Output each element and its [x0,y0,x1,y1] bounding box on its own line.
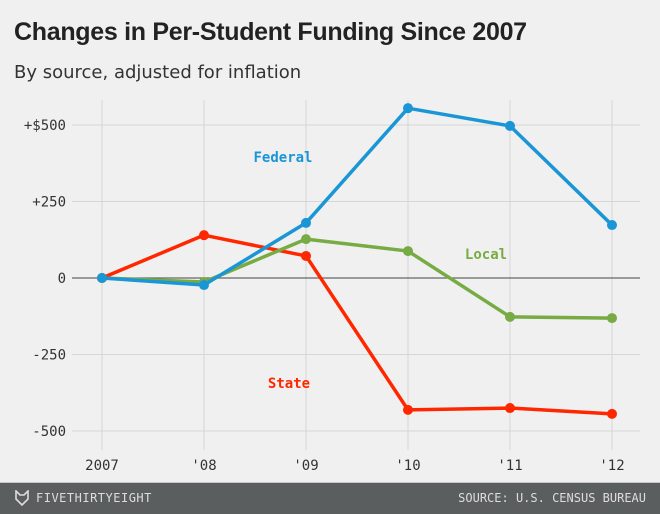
data-point-local [607,313,617,324]
source-note: SOURCE: U.S. CENSUS BUREAU [458,491,646,505]
data-point-local [301,234,311,245]
data-point-state [199,230,209,241]
data-point-federal [97,273,107,283]
x-tick-label: '09 [293,458,318,474]
data-point-federal [607,220,617,231]
series-line-local [101,237,613,320]
x-tick-label: '08 [191,458,216,474]
chart-subtitle: By source, adjusted for inflation [14,62,302,83]
x-tick-label: '10 [395,458,420,474]
y-tick-label: +250 [32,195,66,211]
data-point-state [403,404,413,415]
chart-title: Changes in Per-Student Funding Since 200… [14,18,527,46]
brand-name: FIVETHIRTYEIGHT [36,491,152,505]
data-point-local [403,246,413,257]
data-point-federal [505,120,515,131]
y-tick-label: +$500 [24,118,66,134]
data-point-local [505,311,515,322]
y-tick-label: -500 [32,424,66,440]
x-tick-label: '12 [599,458,624,474]
data-point-state [607,408,617,419]
fox-logo-icon [15,490,29,506]
line-chart: 2007 '08 '09 '10 '11 '12 +$500 +250 0 -250 -500 Fed… [24,100,640,474]
data-point-federal [403,103,413,114]
data-point-state [301,250,311,261]
series-label-federal: Federal [253,150,312,166]
data-point-federal [301,217,311,228]
data-point-federal [199,280,209,291]
y-tick-label: -250 [32,348,66,364]
x-tick-label: 2007 [85,458,119,474]
series-label-local: Local [465,247,507,263]
y-tick-label: 0 [58,271,66,287]
footer: FIVETHIRTYEIGHT SOURCE: U.S. CENSUS BURE… [0,482,660,514]
series-line-federal [101,106,614,287]
x-tick-label: '11 [497,458,522,474]
series-line-state [101,233,613,416]
series-label-state: State [268,376,310,392]
data-point-state [505,403,515,414]
